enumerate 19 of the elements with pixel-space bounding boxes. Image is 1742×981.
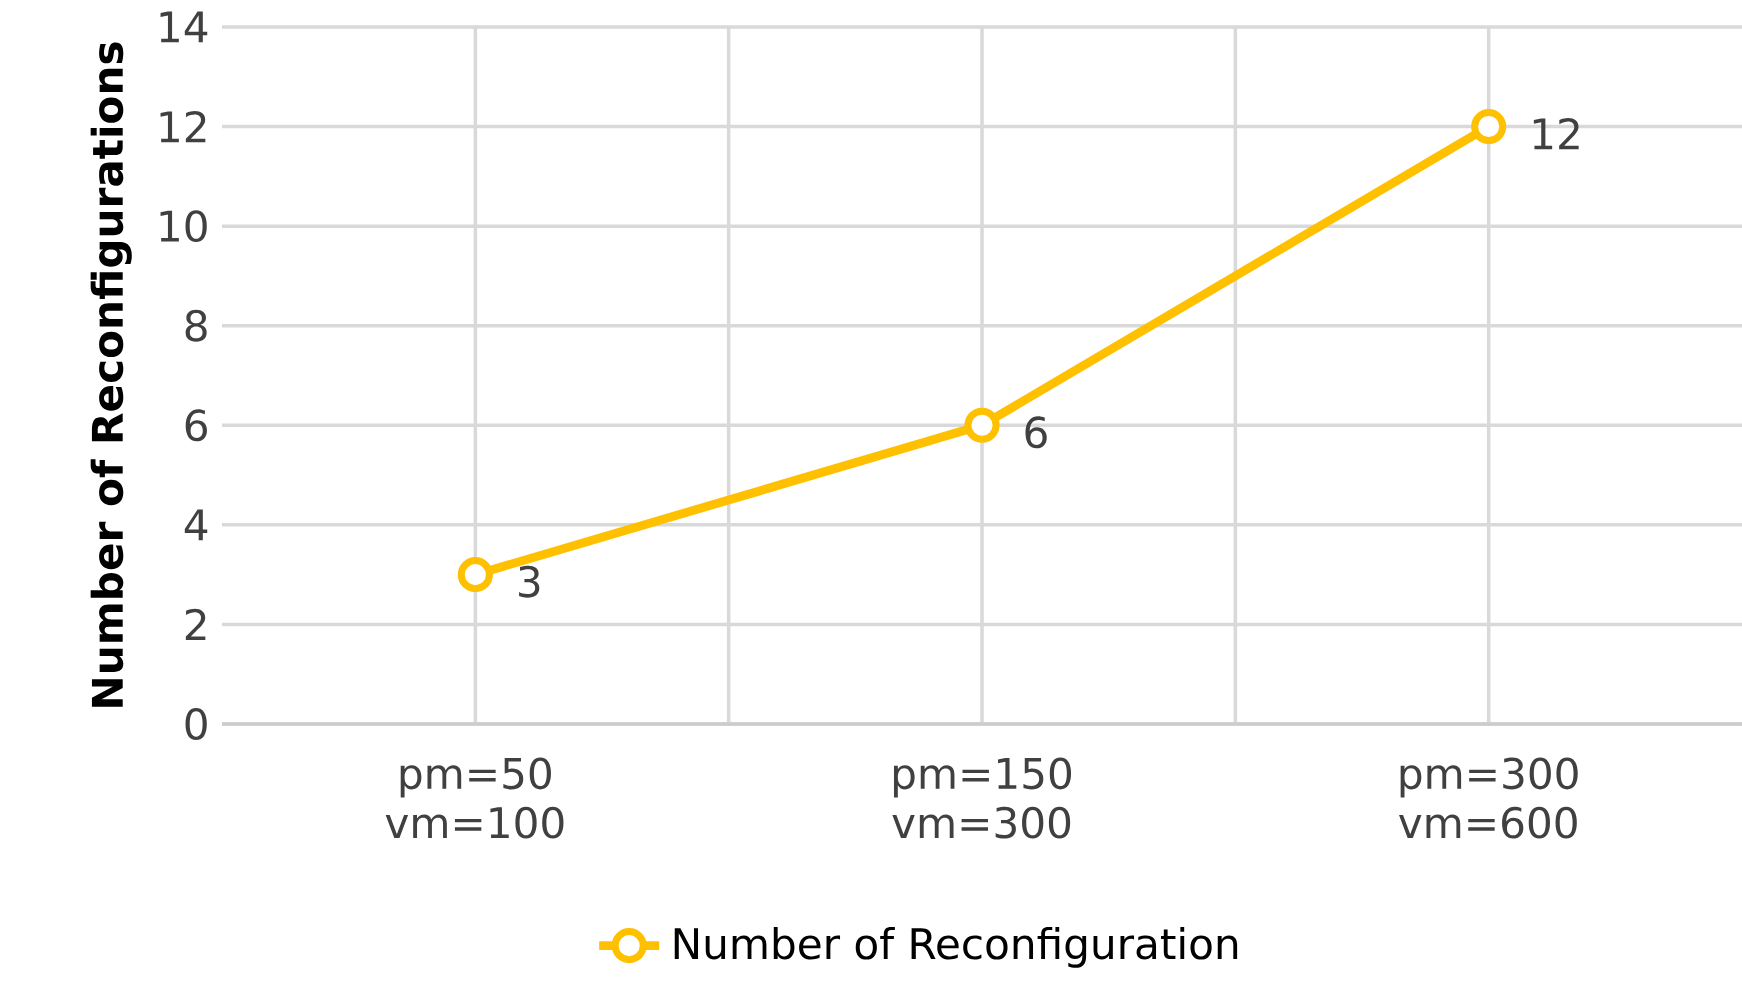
x-tick-label: pm=50 vm=100 (385, 757, 564, 839)
y-tick-label: 14 (160, 11, 208, 43)
legend-label: Number of Reconfiguration (674, 926, 1238, 968)
data-label: 3 (519, 565, 540, 598)
y-tick-label: 2 (185, 608, 206, 641)
point (1471, 109, 1507, 145)
x-tick-label: pm=150 vm=300 (892, 757, 1072, 839)
x-tick-label: pm=300 vm=600 (1399, 757, 1578, 839)
y-tick-label: 10 (160, 210, 207, 243)
data-label: 12 (1533, 117, 1579, 150)
y-tick-label: 12 (160, 110, 206, 143)
y-tick-label: 0 (185, 708, 207, 740)
y-tick-label: 8 (185, 309, 207, 342)
point (457, 557, 493, 593)
y-axis-title: Number of Reconfigurations (90, 42, 132, 707)
data-label: 6 (1025, 416, 1047, 449)
point (964, 407, 1000, 443)
y-tick-label: 6 (185, 409, 207, 442)
y-tick-label: 4 (184, 509, 208, 541)
